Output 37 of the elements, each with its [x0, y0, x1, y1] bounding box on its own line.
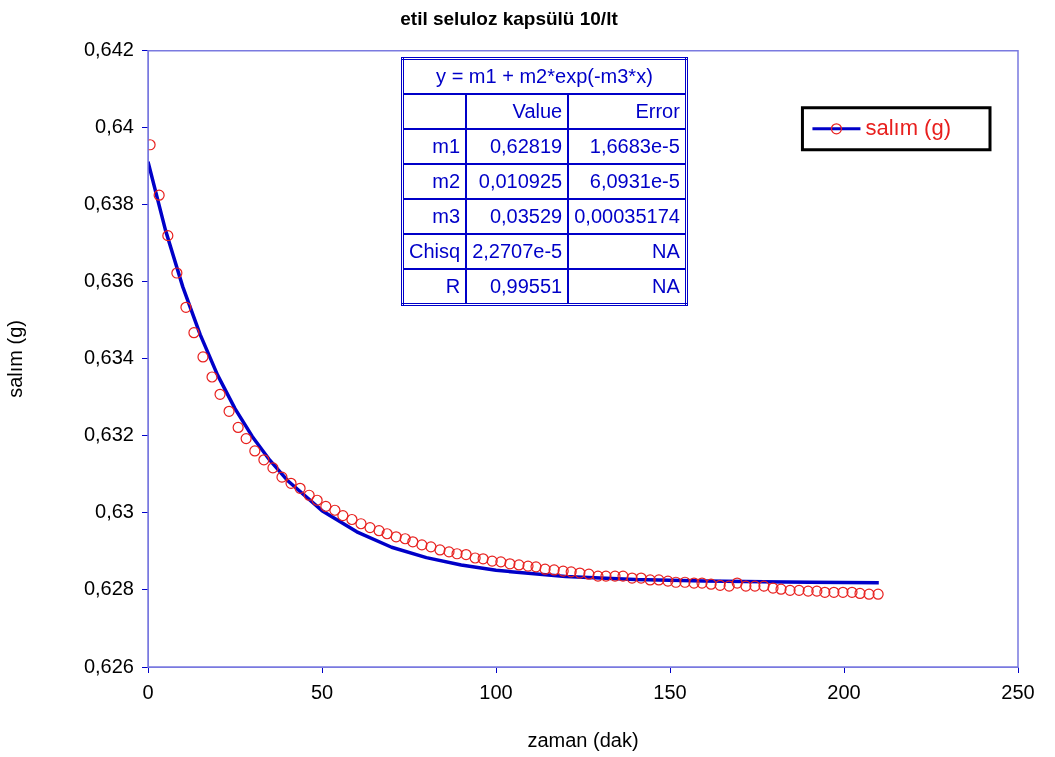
x-tick-label: 150 — [653, 680, 687, 703]
x-tick-label: 50 — [310, 680, 334, 703]
x-axis-title: zaman (dak) — [527, 728, 639, 751]
annotation: m3 — [402, 199, 467, 234]
y-tick-label: 0,63 — [95, 500, 134, 523]
annotation: Chisq — [402, 234, 467, 269]
legend-label: salım (g) — [865, 114, 951, 140]
annotation: Error — [568, 94, 687, 129]
y-tick-label: 0,628 — [83, 577, 134, 600]
y-tick-label: 0,638 — [83, 192, 134, 215]
annotation: m1 — [402, 129, 467, 164]
annotation: 0,99551 — [466, 269, 569, 305]
x-tick-label: 250 — [1001, 680, 1035, 703]
annotation: NA — [568, 269, 687, 305]
y-tick-label: 0,634 — [83, 346, 134, 369]
x-tick-label: 200 — [827, 680, 861, 703]
annotation: Value — [466, 94, 569, 129]
annotation: 0,00035174 — [568, 199, 687, 234]
annotation: NA — [568, 234, 687, 269]
x-tick-label: 0 — [142, 680, 154, 703]
annotation: 1,6683e-5 — [568, 129, 687, 164]
annotation: 0,010925 — [466, 164, 569, 199]
y-tick-label: 0,626 — [83, 654, 134, 677]
y-axis-title: salım (g) — [3, 320, 26, 398]
annotation: 6,0931e-5 — [568, 164, 687, 199]
y-tick-label: 0,632 — [83, 423, 134, 446]
annotation: m2 — [402, 164, 467, 199]
annotation: R — [402, 269, 467, 305]
y-tick-label: 0,636 — [83, 269, 134, 292]
annotation: 0,62819 — [466, 129, 569, 164]
annotation: y = m1 + m2*exp(-m3*x) — [402, 58, 687, 94]
chart-title: etil seluloz kapsülü 10/lt — [400, 7, 619, 29]
annotation: 0,03529 — [466, 199, 569, 234]
annotation: 2,2707e-5 — [466, 234, 569, 269]
y-tick-label: 0,64 — [95, 115, 134, 138]
y-tick-label: 0,642 — [83, 38, 134, 61]
x-tick-label: 100 — [479, 680, 513, 703]
